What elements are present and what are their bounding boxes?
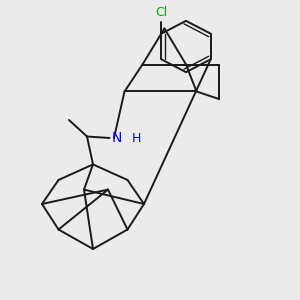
Text: N: N [112, 131, 122, 145]
Text: Cl: Cl [155, 6, 167, 19]
Text: H: H [132, 131, 141, 145]
